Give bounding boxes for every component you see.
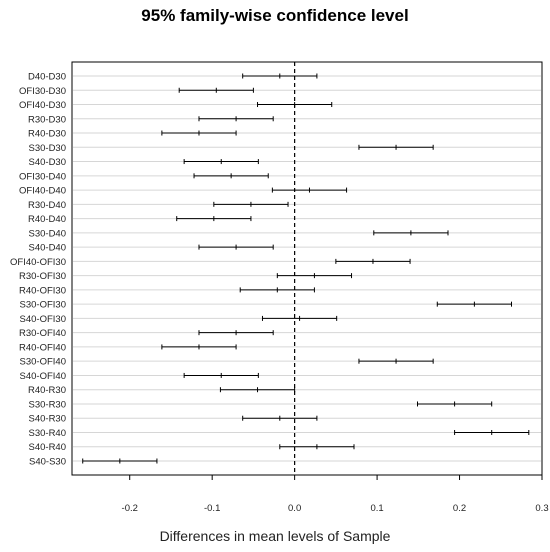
chart-title: 95% family-wise confidence level <box>141 6 409 25</box>
y-tick-label: S30-OFI30 <box>20 300 66 311</box>
y-tick-label: R40-OFI30 <box>19 285 66 296</box>
x-tick-label: 0.1 <box>370 503 383 514</box>
y-tick-label: S30-R40 <box>29 428 67 439</box>
y-tick-label: S40-OFI40 <box>20 371 66 382</box>
y-tick-label: R30-D40 <box>28 200 66 211</box>
y-tick-label: R30-OFI40 <box>19 328 66 339</box>
x-tick-label: 0.0 <box>288 503 301 514</box>
y-tick-label: OFI30-D30 <box>19 86 66 97</box>
y-tick-label: S40-S30 <box>29 457 66 468</box>
y-tick-label: S40-R40 <box>29 442 67 453</box>
y-tick-label: R40-OFI40 <box>19 342 66 353</box>
y-tick-label: S30-OFI40 <box>20 357 66 368</box>
intervals <box>82 73 530 464</box>
x-tick-label: -0.2 <box>122 503 138 514</box>
y-tick-label: OFI40-D30 <box>19 100 66 111</box>
y-tick-label: S30-R30 <box>29 399 67 410</box>
y-tick-labels: D40-D30 OFI30-D30 OFI40-D30 R30-D30 R40-D30 S… <box>10 72 66 468</box>
y-tick-label: OFI30-D40 <box>19 171 66 182</box>
y-tick-label: OFI40-D40 <box>19 186 66 197</box>
y-tick-label: S40-R30 <box>29 414 67 425</box>
x-axis-label: Differences in mean levels of Sample <box>159 528 391 544</box>
y-tick-label: S40-OFI30 <box>20 314 66 325</box>
y-tick-label: OFI40-OFI30 <box>10 257 66 268</box>
y-tick-label: S30-D40 <box>29 228 67 239</box>
x-tick-label: 0.3 <box>535 503 548 514</box>
y-tick-label: R30-D30 <box>28 114 66 125</box>
y-tick-label: D40-D30 <box>28 72 66 83</box>
x-axis: -0.2 -0.1 0.0 0.1 0.2 0.3 <box>122 475 549 514</box>
x-tick-label: -0.1 <box>204 503 220 514</box>
y-tick-label: S40-D30 <box>29 157 67 168</box>
grid-lines <box>73 75 541 462</box>
y-tick-label: R30-OFI30 <box>19 271 66 282</box>
x-tick-label: 0.2 <box>453 503 466 514</box>
y-tick-label: S30-D30 <box>29 143 67 154</box>
y-tick-label: R40-D30 <box>28 129 66 140</box>
y-tick-label: R40-D40 <box>28 214 66 225</box>
y-tick-label: S40-D40 <box>29 243 67 254</box>
plot-frame <box>71 61 543 476</box>
y-tick-label: R40-R30 <box>28 385 66 396</box>
